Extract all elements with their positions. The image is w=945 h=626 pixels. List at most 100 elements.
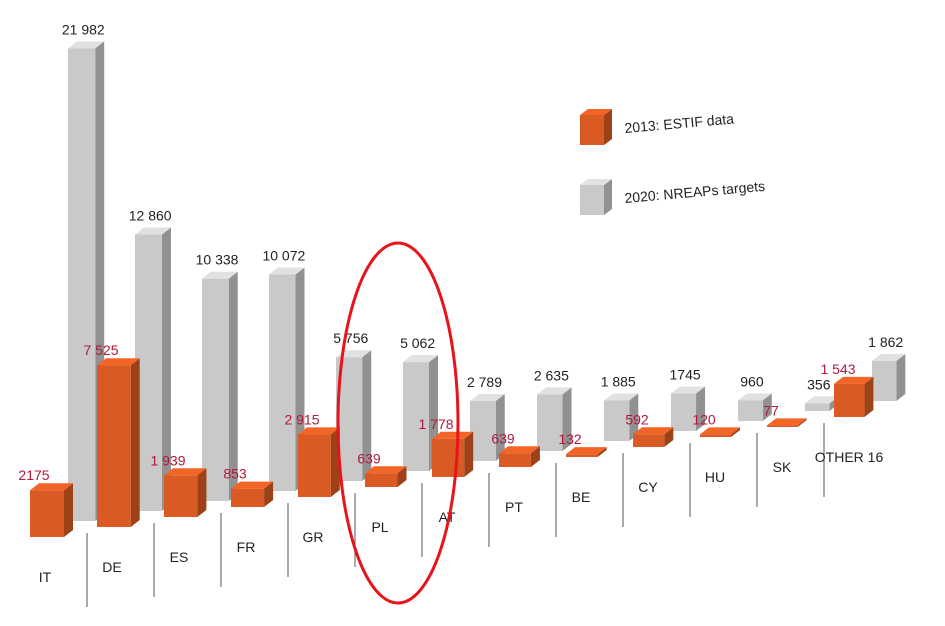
bar-side (228, 271, 238, 501)
bar-top (298, 427, 340, 435)
bar-side (64, 483, 73, 537)
bar-top (97, 358, 140, 366)
category-label: GR (303, 529, 324, 545)
value-label: 592 (625, 411, 649, 427)
bar (432, 438, 465, 477)
bar-top (202, 271, 238, 279)
value-label: 7 525 (83, 342, 118, 358)
bar-top (269, 267, 305, 275)
value-label: 2 635 (534, 367, 569, 383)
value-label: 1 543 (820, 361, 855, 377)
legend-label: 2013: ESTIF data (624, 110, 735, 136)
bar-side (797, 418, 807, 427)
category-label: OTHER 16 (815, 449, 884, 465)
legend-top (580, 109, 612, 115)
bar-side (264, 481, 274, 507)
value-label: 1 778 (418, 416, 453, 432)
bar (30, 490, 64, 537)
bar-top (365, 466, 407, 474)
value-label: 639 (491, 430, 515, 446)
bar (834, 383, 865, 417)
category-label: CY (638, 479, 658, 495)
bar-side (562, 387, 572, 451)
bar-top (30, 483, 73, 491)
value-label: 77 (763, 402, 779, 418)
bar-top (470, 394, 505, 402)
bar (164, 475, 198, 517)
value-label: 132 (558, 431, 582, 447)
bar (403, 362, 429, 471)
bar-top (432, 431, 474, 439)
bar (97, 365, 131, 527)
legend-side (604, 179, 612, 215)
bar-top (805, 396, 839, 404)
bar-side (629, 393, 639, 441)
bar (365, 473, 398, 487)
value-label: 5 062 (400, 335, 435, 351)
value-label: 356 (807, 376, 831, 392)
bar (269, 274, 296, 491)
bar-top (68, 41, 105, 49)
category-label: PT (505, 499, 523, 515)
bar-side (864, 376, 874, 417)
bar-top (566, 447, 607, 455)
bar (231, 488, 265, 507)
category-label: DE (102, 559, 121, 575)
bar (537, 394, 563, 451)
category-label: PL (371, 519, 388, 535)
bar-top (633, 427, 674, 435)
bar-side (530, 446, 540, 467)
bar-side (762, 393, 772, 421)
bar-top (499, 446, 540, 454)
bar (566, 454, 598, 457)
value-label: 2 915 (284, 411, 319, 427)
bar-top (671, 386, 706, 394)
bar (633, 434, 665, 447)
legend-top (580, 179, 612, 185)
legend-swatch (580, 115, 604, 145)
category-label: FR (237, 539, 256, 555)
bar-side (464, 431, 474, 477)
bar (805, 403, 830, 411)
value-label: 10 338 (196, 252, 239, 268)
bar (671, 393, 697, 431)
bar-side (896, 353, 906, 401)
value-label: 1 939 (150, 452, 185, 468)
value-label: 960 (740, 373, 764, 389)
bar-top (834, 376, 874, 384)
bar-side (731, 427, 740, 437)
bar (738, 400, 763, 421)
value-label: 21 982 (62, 21, 105, 37)
value-label: 12 860 (129, 208, 172, 224)
bar (202, 278, 229, 501)
value-label: 639 (357, 450, 381, 466)
bar-top (738, 393, 772, 401)
bar (298, 434, 331, 497)
bar (470, 401, 496, 461)
bar (767, 425, 798, 427)
value-label: 1 862 (868, 334, 903, 350)
bar (604, 400, 630, 441)
bar-side (197, 468, 207, 517)
bar-top (872, 353, 906, 361)
category-label: HU (705, 469, 725, 485)
category-label: BE (572, 489, 591, 505)
bar-side (397, 466, 407, 487)
bar-top (604, 393, 639, 401)
bar-top (231, 481, 274, 489)
highlight-ellipse (336, 241, 460, 605)
bar-top (403, 355, 438, 363)
legend-side (604, 109, 612, 145)
category-label: ES (170, 549, 189, 565)
legend-label: 2020: NREAPs targets (624, 178, 766, 206)
bar-side (362, 350, 372, 481)
bar-top (700, 427, 740, 435)
value-label: 853 (223, 466, 247, 482)
bar-top (767, 418, 807, 426)
value-label: 2175 (18, 467, 49, 483)
bar-top (135, 227, 171, 235)
bar-side (597, 447, 607, 457)
bar (872, 360, 897, 401)
bar (499, 453, 531, 467)
bar-side (495, 394, 505, 461)
